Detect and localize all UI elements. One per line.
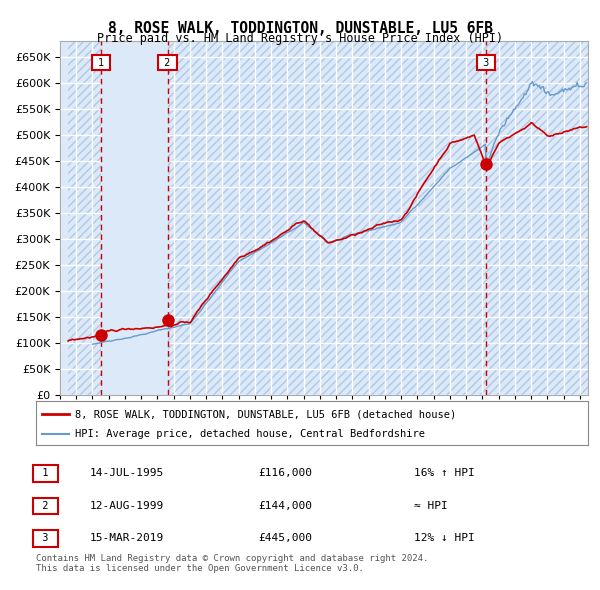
Bar bbox=[101, 41, 167, 395]
Text: £116,000: £116,000 bbox=[258, 468, 312, 478]
Text: 12% ↓ HPI: 12% ↓ HPI bbox=[414, 533, 475, 543]
Text: 8, ROSE WALK, TODDINGTON, DUNSTABLE, LU5 6FB: 8, ROSE WALK, TODDINGTON, DUNSTABLE, LU5… bbox=[107, 21, 493, 35]
Text: 14-JUL-1995: 14-JUL-1995 bbox=[90, 468, 164, 478]
Text: 3: 3 bbox=[36, 533, 55, 543]
Text: 2: 2 bbox=[36, 501, 55, 511]
Text: 12-AUG-1999: 12-AUG-1999 bbox=[90, 501, 164, 511]
Text: 1: 1 bbox=[95, 58, 107, 67]
Text: HPI: Average price, detached house, Central Bedfordshire: HPI: Average price, detached house, Cent… bbox=[74, 430, 425, 440]
Text: This data is licensed under the Open Government Licence v3.0.: This data is licensed under the Open Gov… bbox=[36, 565, 364, 573]
Text: 8, ROSE WALK, TODDINGTON, DUNSTABLE, LU5 6FB (detached house): 8, ROSE WALK, TODDINGTON, DUNSTABLE, LU5… bbox=[74, 409, 456, 419]
Bar bbox=[167, 41, 486, 395]
Text: 16% ↑ HPI: 16% ↑ HPI bbox=[414, 468, 475, 478]
Text: £445,000: £445,000 bbox=[258, 533, 312, 543]
Text: ≈ HPI: ≈ HPI bbox=[414, 501, 448, 511]
Text: Price paid vs. HM Land Registry's House Price Index (HPI): Price paid vs. HM Land Registry's House … bbox=[97, 32, 503, 45]
Text: 3: 3 bbox=[479, 58, 492, 67]
Text: Contains HM Land Registry data © Crown copyright and database right 2024.: Contains HM Land Registry data © Crown c… bbox=[36, 554, 428, 563]
Bar bbox=[68, 41, 101, 395]
Text: £144,000: £144,000 bbox=[258, 501, 312, 511]
Text: 15-MAR-2019: 15-MAR-2019 bbox=[90, 533, 164, 543]
Text: 1: 1 bbox=[36, 468, 55, 478]
Bar bbox=[486, 41, 588, 395]
Text: 2: 2 bbox=[161, 58, 174, 67]
